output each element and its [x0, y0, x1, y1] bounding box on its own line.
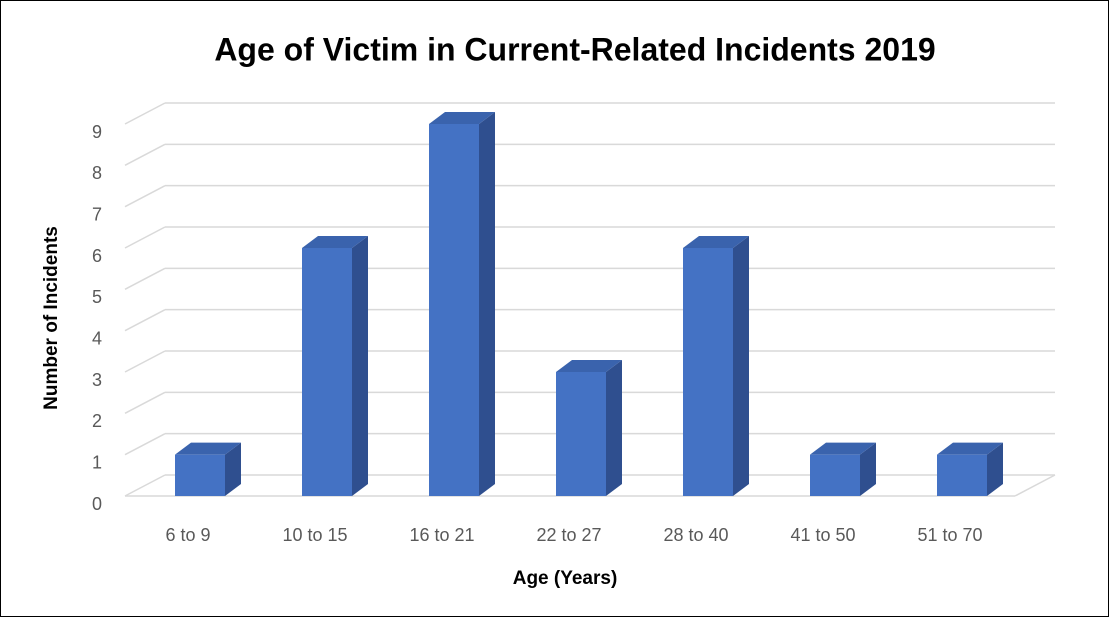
- bar-side: [606, 360, 622, 496]
- bar-side: [987, 442, 1003, 496]
- bar-top: [937, 442, 1003, 455]
- grid-line-side: [124, 350, 166, 373]
- x-tick-label: 16 to 21: [409, 525, 474, 545]
- grid-line-side: [124, 226, 166, 249]
- bar-side: [479, 112, 495, 496]
- grid-line-side: [124, 102, 166, 125]
- bar: [810, 454, 860, 496]
- y-tick-label: 0: [92, 494, 102, 514]
- y-tick-label: 5: [92, 287, 102, 307]
- x-tick-label: 10 to 15: [282, 525, 347, 545]
- y-tick-label: 9: [92, 122, 102, 142]
- bar-top: [810, 442, 876, 455]
- grid-line-side: [124, 185, 166, 208]
- grid-line-side: [124, 309, 166, 332]
- y-tick-label: 8: [92, 163, 102, 183]
- bar: [556, 372, 606, 496]
- y-tick-label: 6: [92, 246, 102, 266]
- grid-line-side: [124, 391, 166, 414]
- x-tick-label: 51 to 70: [917, 525, 982, 545]
- bar-top: [429, 112, 495, 124]
- bar-top: [302, 236, 368, 248]
- bar-side: [225, 442, 241, 496]
- x-tick-label: 22 to 27: [536, 525, 601, 545]
- bar: [429, 124, 479, 496]
- grid-line-side: [124, 143, 166, 166]
- y-tick-label: 1: [92, 452, 102, 472]
- bar-top: [556, 360, 622, 372]
- bar: [683, 248, 733, 496]
- y-tick-label: 4: [92, 328, 102, 348]
- x-tick-label: 28 to 40: [663, 525, 728, 545]
- chart-title: Age of Victim in Current-Related Inciden…: [214, 31, 935, 67]
- grid-line-side: [124, 267, 166, 290]
- bar: [937, 454, 987, 496]
- bar-side: [733, 236, 749, 496]
- grid-line-side: [124, 474, 166, 497]
- bar-side: [352, 236, 368, 496]
- y-tick-label: 3: [92, 370, 102, 390]
- bar-side: [860, 442, 876, 496]
- floor-edge: [1014, 474, 1056, 497]
- y-tick-label: 7: [92, 204, 102, 224]
- bar: [175, 454, 225, 496]
- bar-top: [175, 442, 241, 455]
- x-tick-label: 6 to 9: [165, 525, 210, 545]
- bar-top: [683, 236, 749, 248]
- y-tick-label: 2: [92, 411, 102, 431]
- y-axis-title: Number of Incidents: [41, 226, 62, 410]
- x-axis-title: Age (Years): [513, 568, 618, 589]
- grid-line-side: [124, 433, 166, 456]
- bar: [302, 248, 352, 496]
- x-tick-label: 41 to 50: [790, 525, 855, 545]
